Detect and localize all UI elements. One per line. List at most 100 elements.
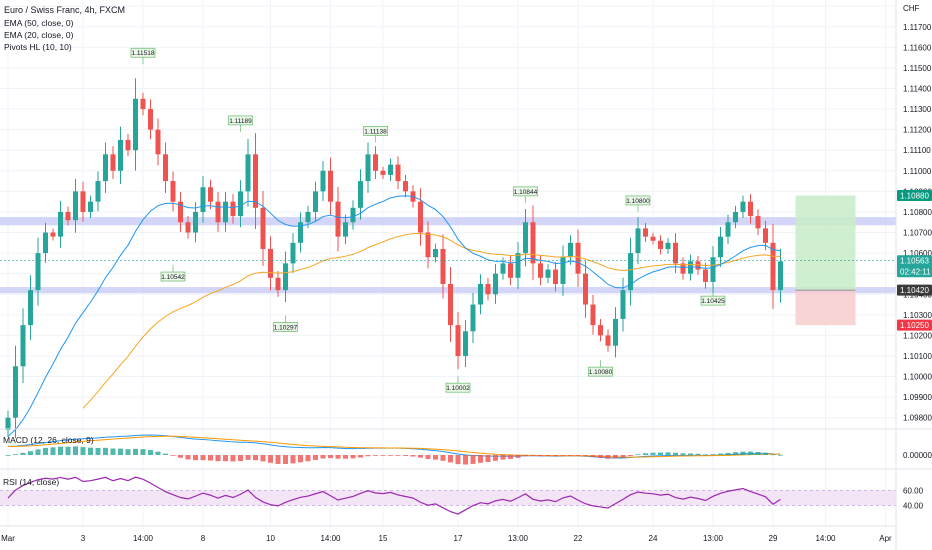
price-tick-label: 1.10200 <box>903 331 932 340</box>
price-tick-label: 1.10300 <box>903 311 932 320</box>
macd-histogram-bar <box>695 453 701 455</box>
candle-body <box>440 248 446 284</box>
macd-histogram-bar <box>395 455 401 456</box>
macd-histogram-bar <box>703 454 708 456</box>
macd-histogram-bar <box>223 455 228 462</box>
candle-body <box>485 283 491 295</box>
macd-tick-label: 0.00000 <box>903 451 932 460</box>
candle-body <box>185 222 191 233</box>
macd-histogram-bar <box>658 452 663 455</box>
macd-histogram-bar <box>448 455 453 463</box>
pivot-box <box>513 186 538 197</box>
long-position-tool[interactable] <box>795 195 856 326</box>
price-tick-label: 1.11200 <box>903 126 932 135</box>
current-price-tag: 1.10563 <box>900 257 929 266</box>
macd-histogram-bar <box>343 455 348 459</box>
time-axis-label: 24 <box>649 534 658 543</box>
macd-histogram-bar <box>710 454 716 455</box>
candle-body <box>5 417 11 431</box>
macd-histogram-bar <box>493 455 498 461</box>
macd-histogram-bar <box>778 454 783 456</box>
candle-body <box>478 283 483 305</box>
time-axis-label: 14:00 <box>815 534 836 543</box>
macd-histogram-bar <box>770 454 776 456</box>
macd-histogram-bar <box>110 448 116 455</box>
candle-body <box>35 253 41 291</box>
price-tick-label: 1.11300 <box>903 105 932 114</box>
macd-histogram-bar <box>380 455 386 456</box>
price-tick-label: 1.10700 <box>903 229 932 238</box>
candle-body <box>140 98 146 110</box>
candle-body <box>605 335 611 346</box>
macd-histogram-bar <box>298 455 303 463</box>
macd-histogram-bar <box>748 451 753 455</box>
macd-signal-line <box>7 435 781 458</box>
indicator-ema20-legend[interactable]: EMA (20, close, 0) <box>4 30 74 40</box>
rsi-legend[interactable]: RSI (14, close) <box>3 477 60 487</box>
candle-body <box>328 170 333 202</box>
time-axis-label: Mar <box>1 534 15 543</box>
time-axis[interactable]: Mar 3 14:00 8 10 14:00 15 17 13:00 22 24 13:00 29 14:… <box>1 534 892 543</box>
macd-histogram-bar <box>140 449 146 455</box>
candle-body <box>523 222 528 254</box>
entry-price-tag-bg <box>897 284 932 296</box>
price-tick-label: 1.10600 <box>903 249 932 258</box>
zone-band <box>0 217 896 226</box>
macd-histogram-bar <box>35 449 41 455</box>
target-price-tag-bg <box>897 189 932 201</box>
pivot-label: 1.10080 <box>589 369 613 376</box>
candle-body <box>500 263 506 274</box>
pivot-box <box>273 322 298 332</box>
macd-histogram-bar <box>553 455 558 457</box>
candle-body <box>515 253 521 278</box>
macd-histogram-bar <box>673 452 678 455</box>
candle-body <box>290 242 296 264</box>
candle-body <box>710 257 716 282</box>
macd-histogram-bar <box>163 453 168 455</box>
candle-body <box>403 181 408 192</box>
rsi-pane <box>0 476 896 515</box>
candle-body <box>200 187 206 212</box>
candle-body <box>305 211 311 223</box>
indicator-ema50-legend[interactable]: EMA (50, close, 0) <box>4 18 74 28</box>
macd-legend[interactable]: MACD (12, 26, close, 9) <box>3 435 94 445</box>
time-axis-label: 14:00 <box>320 534 341 543</box>
candle-body <box>313 191 318 212</box>
pivot-box <box>228 115 253 126</box>
macd-histogram-bar <box>613 455 618 459</box>
candle-body <box>635 228 641 254</box>
candle-body <box>755 216 761 229</box>
candle-body <box>748 201 753 217</box>
macd-histogram-bar <box>575 455 581 456</box>
macd-histogram-bar <box>568 455 573 456</box>
macd-pane <box>5 434 783 465</box>
macd-histogram-bar <box>523 455 528 457</box>
candle-body <box>763 228 768 243</box>
candle-body <box>770 242 776 291</box>
candle-body <box>148 109 153 130</box>
pivot-box <box>130 47 156 58</box>
candle-body <box>163 154 168 182</box>
macd-histogram-bar <box>373 455 378 456</box>
candle-body <box>680 263 686 274</box>
macd-histogram-bar <box>583 455 588 457</box>
pivot-box <box>363 126 388 136</box>
time-axis-label: 13:00 <box>508 534 529 543</box>
time-axis-label: 8 <box>201 534 206 543</box>
candle-body <box>350 207 356 223</box>
candle-body <box>88 201 93 212</box>
macd-histogram-bar <box>73 446 78 455</box>
macd-histogram-bar <box>88 447 93 455</box>
indicator-pivots-legend[interactable]: Pivots HL (10, 10) <box>4 42 72 52</box>
candle-body <box>553 269 558 284</box>
macd-histogram-bar <box>5 455 11 456</box>
macd-histogram-bar <box>470 455 476 464</box>
price-tick-label: 1.11100 <box>903 146 931 155</box>
pivot-label: 1.10002 <box>446 385 470 392</box>
macd-histogram-bar <box>208 455 213 461</box>
rsi-line <box>7 476 781 515</box>
macd-histogram-bar <box>388 455 393 456</box>
candle-body <box>110 154 116 171</box>
candle-body <box>718 236 723 258</box>
